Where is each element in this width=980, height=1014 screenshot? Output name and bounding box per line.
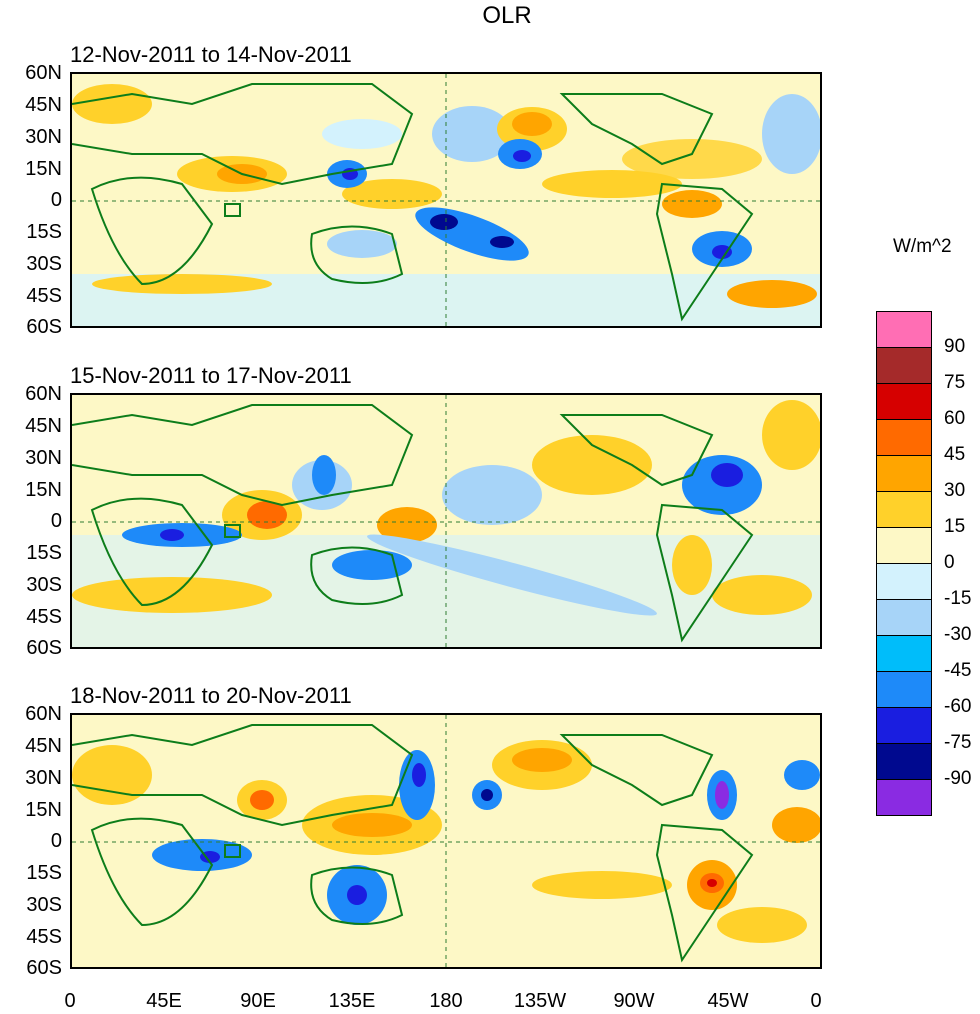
lon-label: 90W bbox=[613, 990, 655, 1012]
lat-label: 15S bbox=[26, 221, 62, 243]
lat-label: 60S bbox=[26, 957, 62, 979]
lat-label: 45N bbox=[25, 94, 62, 116]
lat-label: 60S bbox=[26, 316, 62, 338]
colorbar-swatch bbox=[876, 707, 932, 744]
lat-label: 15N bbox=[25, 158, 62, 180]
lat-label: 60N bbox=[25, 62, 62, 84]
lat-label: 0 bbox=[50, 830, 62, 852]
lon-label: 180 bbox=[429, 990, 463, 1012]
lat-label: 60N bbox=[25, 383, 62, 405]
panel-3-field bbox=[72, 715, 820, 967]
lat-label: 30S bbox=[26, 894, 62, 916]
panel-2-field bbox=[72, 395, 820, 647]
colorbar-label: 45 bbox=[944, 444, 966, 465]
colorbar-label: -60 bbox=[944, 696, 972, 717]
colorbar-swatch bbox=[876, 671, 932, 708]
lon-label: 45E bbox=[146, 990, 182, 1012]
colorbar-swatch bbox=[876, 491, 932, 528]
lat-label: 45N bbox=[25, 415, 62, 437]
lon-label: 135W bbox=[513, 990, 567, 1012]
lon-label: 45W bbox=[707, 990, 749, 1012]
lat-label: 30N bbox=[25, 447, 62, 469]
lat-label: 0 bbox=[50, 510, 62, 532]
panel-1-title: 12-Nov-2011 to 14-Nov-2011 bbox=[70, 42, 352, 67]
lat-label: 0 bbox=[50, 189, 62, 211]
lat-label: 60N bbox=[25, 703, 62, 725]
lat-label: 15N bbox=[25, 479, 62, 501]
lon-label: 90E bbox=[240, 990, 276, 1012]
colorbar-label: 30 bbox=[944, 480, 966, 501]
lat-label: 60S bbox=[26, 637, 62, 659]
colorbar-label: 0 bbox=[944, 552, 955, 573]
colorbar-label: 15 bbox=[944, 516, 966, 537]
colorbar-label: -15 bbox=[944, 588, 972, 609]
colorbar-swatch bbox=[876, 563, 932, 600]
lat-label: 45S bbox=[26, 285, 62, 307]
lat-label: 30S bbox=[26, 574, 62, 596]
panel-1-field bbox=[72, 74, 820, 326]
figure-title: OLR bbox=[482, 2, 532, 29]
colorbar-swatch bbox=[876, 779, 932, 816]
colorbar-label: -75 bbox=[944, 732, 972, 753]
colorbar-swatch bbox=[876, 527, 932, 564]
colorbar-swatch bbox=[876, 383, 932, 420]
panel-1-map bbox=[70, 72, 822, 328]
panel-2-title: 15-Nov-2011 to 17-Nov-2011 bbox=[70, 363, 352, 388]
colorbar-swatch bbox=[876, 599, 932, 636]
colorbar-units: W/m^2 bbox=[893, 236, 952, 257]
colorbar-swatch bbox=[876, 743, 932, 780]
lat-label: 45S bbox=[26, 606, 62, 628]
colorbar-swatch bbox=[876, 455, 932, 492]
colorbar-label: 60 bbox=[944, 408, 966, 429]
colorbar-label: -45 bbox=[944, 660, 972, 681]
colorbar-label: -30 bbox=[944, 624, 972, 645]
colorbar-label: -90 bbox=[944, 768, 972, 789]
lat-label: 30S bbox=[26, 253, 62, 275]
lat-label: 30N bbox=[25, 767, 62, 789]
lon-label: 0 bbox=[64, 990, 76, 1012]
colorbar-swatch bbox=[876, 347, 932, 384]
lon-label: 135E bbox=[328, 990, 376, 1012]
lat-label: 45S bbox=[26, 926, 62, 948]
colorbar-swatch bbox=[876, 311, 932, 348]
colorbar-swatch bbox=[876, 635, 932, 672]
lon-label: 0 bbox=[810, 990, 822, 1012]
panel-3-title: 18-Nov-2011 to 20-Nov-2011 bbox=[70, 683, 352, 708]
colorbar-label: 90 bbox=[944, 336, 966, 357]
lat-label: 15N bbox=[25, 799, 62, 821]
lat-label: 15S bbox=[26, 862, 62, 884]
colorbar-swatch bbox=[876, 419, 932, 456]
lat-label: 30N bbox=[25, 126, 62, 148]
panel-3-map bbox=[70, 713, 822, 969]
panel-2-map bbox=[70, 393, 822, 649]
colorbar-label: 75 bbox=[944, 372, 966, 393]
lat-label: 15S bbox=[26, 542, 62, 564]
lat-label: 45N bbox=[25, 735, 62, 757]
